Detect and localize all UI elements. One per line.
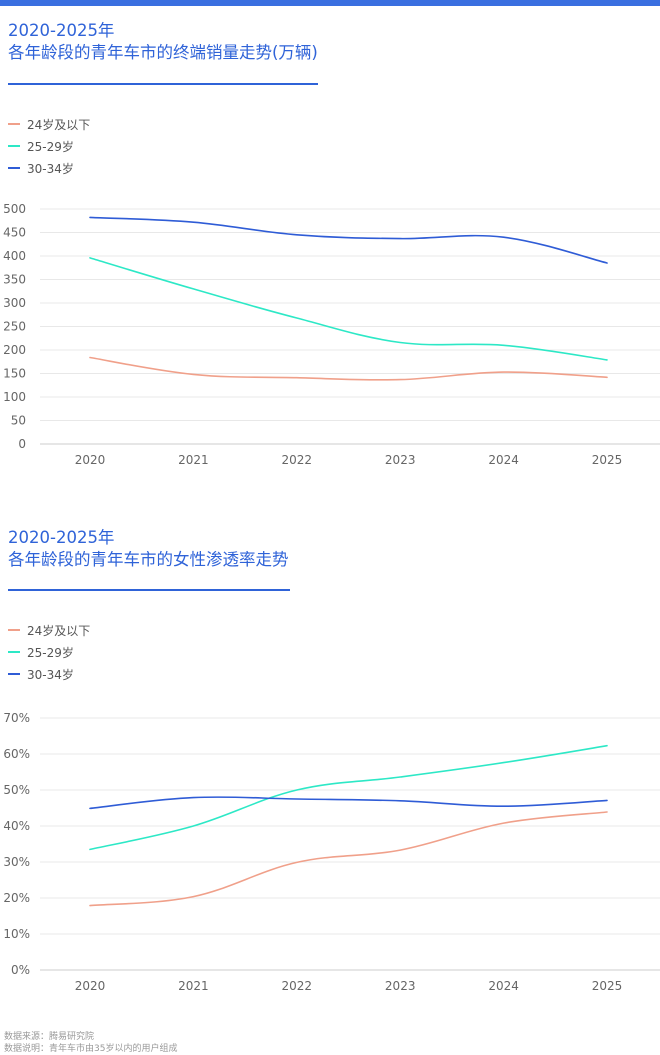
x-tick-label: 2023	[385, 453, 416, 467]
y-tick-label: 50%	[3, 783, 30, 797]
legend-swatch-30-34	[8, 167, 20, 169]
series-line-30-34	[89, 216, 608, 264]
y-tick-label: 0	[18, 437, 26, 451]
legend-item-30-34: 30-34岁	[8, 663, 90, 685]
sales-chart-title-underline	[8, 83, 318, 85]
legend-item-25-29: 25-29岁	[8, 135, 90, 157]
x-tick-label: 2025	[592, 979, 623, 993]
x-tick-label: 2025	[592, 453, 623, 467]
series-line-under-24	[89, 356, 608, 381]
legend-item-25-29: 25-29岁	[8, 641, 90, 663]
series-line-30-34	[89, 796, 608, 810]
y-tick-label: 10%	[3, 927, 30, 941]
y-tick-label: 300	[3, 296, 26, 310]
legend-label-under-24: 24岁及以下	[27, 623, 91, 638]
y-tick-label: 30%	[3, 855, 30, 869]
x-tick-label: 2023	[385, 979, 416, 993]
y-tick-label: 40%	[3, 819, 30, 833]
y-tick-label: 70%	[3, 711, 30, 725]
x-tick-label: 2024	[488, 979, 519, 993]
penetration-chart-title: 2020-2025年 各年龄段的青年车市的女性渗透率走势	[8, 527, 289, 571]
y-tick-label: 200	[3, 343, 26, 357]
legend-label-25-29: 25-29岁	[27, 139, 74, 154]
penetration-line-chart: 0% 10% 20% 30% 40% 50% 60% 70% 2020 2021 2022 2023 2…	[3, 711, 660, 993]
series-line-25-29	[89, 257, 608, 361]
y-tick-label: 400	[3, 249, 26, 263]
y-tick-label: 350	[3, 273, 26, 287]
penetration-chart-title-underline	[8, 589, 290, 591]
x-tick-label: 2022	[282, 979, 313, 993]
y-tick-label: 450	[3, 226, 26, 240]
y-tick-label: 50	[11, 414, 26, 428]
y-tick-label: 20%	[3, 891, 30, 905]
legend-item-under-24: 24岁及以下	[8, 619, 90, 641]
legend-swatch-25-29	[8, 145, 20, 147]
footer-notes: 数据来源：腾易研究院 数据说明：青年车市由35岁以内的用户组成	[4, 1031, 177, 1055]
sales-chart-legend: 24岁及以下 25-29岁 30-34岁	[8, 113, 90, 179]
series-line-under-24	[89, 811, 608, 907]
x-tick-label: 2020	[75, 453, 106, 467]
footer-note: 数据说明：青年车市由35岁以内的用户组成	[4, 1044, 178, 1054]
legend-swatch-30-34	[8, 673, 20, 675]
x-tick-label: 2021	[178, 979, 209, 993]
legend-label-30-34: 30-34岁	[27, 667, 74, 682]
legend-item-30-34: 30-34岁	[8, 157, 90, 179]
x-tick-label: 2022	[282, 453, 313, 467]
y-tick-label: 150	[3, 367, 26, 381]
legend-swatch-25-29	[8, 651, 20, 653]
y-tick-label: 100	[3, 390, 26, 404]
penetration-chart-title-line-2: 各年龄段的青年车市的女性渗透率走势	[8, 550, 289, 569]
x-tick-label: 2024	[488, 453, 519, 467]
legend-swatch-under-24	[8, 123, 20, 125]
sales-line-chart: 0 50 100 150 200 250 300 350 400 450 500 2020 2021 20…	[3, 202, 660, 467]
sales-chart-title-line-2: 各年龄段的青年车市的终端销量走势(万辆)	[8, 43, 318, 62]
sales-chart-title: 2020-2025年 各年龄段的青年车市的终端销量走势(万辆)	[8, 20, 318, 64]
penetration-chart-title-line-1: 2020-2025年	[8, 528, 115, 547]
x-tick-label: 2020	[75, 979, 106, 993]
footer-source: 数据来源：腾易研究院	[4, 1032, 95, 1042]
y-tick-label: 250	[3, 320, 26, 334]
top-accent-bar	[0, 0, 660, 6]
series-line-25-29	[89, 744, 608, 851]
sales-chart-title-line-1: 2020-2025年	[8, 21, 115, 40]
legend-swatch-under-24	[8, 629, 20, 631]
legend-label-25-29: 25-29岁	[27, 645, 74, 660]
legend-label-30-34: 30-34岁	[27, 161, 74, 176]
y-tick-label: 0%	[11, 963, 30, 977]
legend-label-under-24: 24岁及以下	[27, 117, 91, 132]
penetration-chart-legend: 24岁及以下 25-29岁 30-34岁	[8, 619, 90, 685]
legend-item-under-24: 24岁及以下	[8, 113, 90, 135]
y-tick-label: 500	[3, 202, 26, 216]
y-tick-label: 60%	[3, 747, 30, 761]
x-tick-label: 2021	[178, 453, 209, 467]
